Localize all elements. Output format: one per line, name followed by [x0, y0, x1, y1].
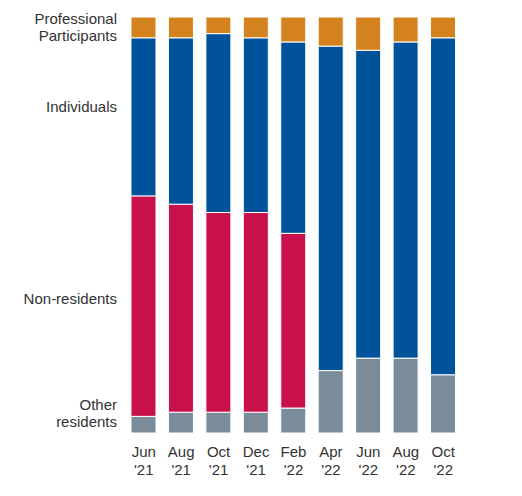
svg-text:Oct'21: Oct'21	[207, 443, 231, 478]
svg-text:Feb'22: Feb'22	[281, 443, 307, 478]
html-text:Non-residents: Non-residents	[23, 290, 117, 307]
svg-text:Oct'22: Oct'22	[432, 443, 456, 478]
svg-text:Aug'22: Aug'22	[392, 443, 419, 478]
svg-text:Apr'22: Apr'22	[319, 443, 342, 478]
html-text:Other residents: Other residents	[56, 396, 117, 430]
svg-text:Jun'22: Jun'22	[356, 443, 380, 478]
svg-text:Jun'21: Jun'21	[132, 443, 156, 478]
html-text:Professional Participants: Professional Participants	[34, 10, 117, 44]
svg-text:Aug'21: Aug'21	[168, 443, 195, 478]
html-text:Individuals: Individuals	[46, 98, 117, 115]
svg-text:Dec'21: Dec'21	[243, 443, 270, 478]
